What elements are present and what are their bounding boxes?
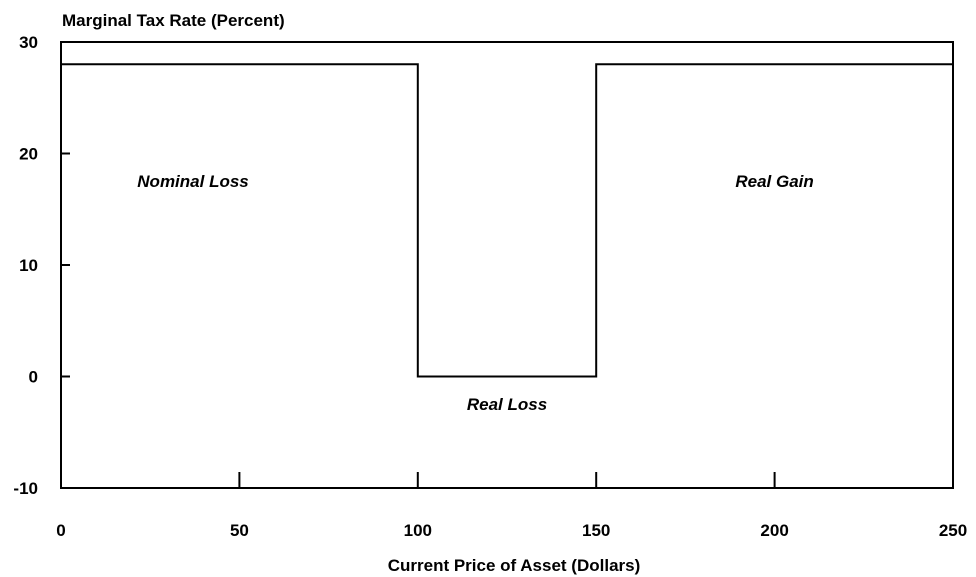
y-tick-label: 10 <box>19 256 38 275</box>
region-label: Real Loss <box>467 395 547 414</box>
x-tick-label: 0 <box>56 521 65 540</box>
x-axis-title: Current Price of Asset (Dollars) <box>388 556 641 575</box>
y-axis: 30 20 10 0 -10 <box>13 33 70 498</box>
tax-rate-line <box>61 63 953 378</box>
plot-frame <box>60 41 954 489</box>
y-tick-label: -10 <box>13 479 38 498</box>
region-label: Nominal Loss <box>137 172 248 191</box>
plot-border <box>60 41 954 489</box>
y-axis-title: Marginal Tax Rate (Percent) <box>62 11 285 30</box>
x-axis: 0 50 100 150 200 250 <box>56 472 967 540</box>
x-tick-label: 200 <box>760 521 788 540</box>
x-tick-label: 150 <box>582 521 610 540</box>
y-tick-label: 30 <box>19 33 38 52</box>
x-tick-label: 250 <box>939 521 967 540</box>
x-tick-label: 100 <box>404 521 432 540</box>
series-group <box>61 63 953 378</box>
x-tick-label: 50 <box>230 521 249 540</box>
y-tick-label: 0 <box>29 368 38 387</box>
y-tick-label: 20 <box>19 145 38 164</box>
annotations-group: Nominal Loss Real Loss Real Gain <box>137 172 814 414</box>
region-label: Real Gain <box>735 172 813 191</box>
